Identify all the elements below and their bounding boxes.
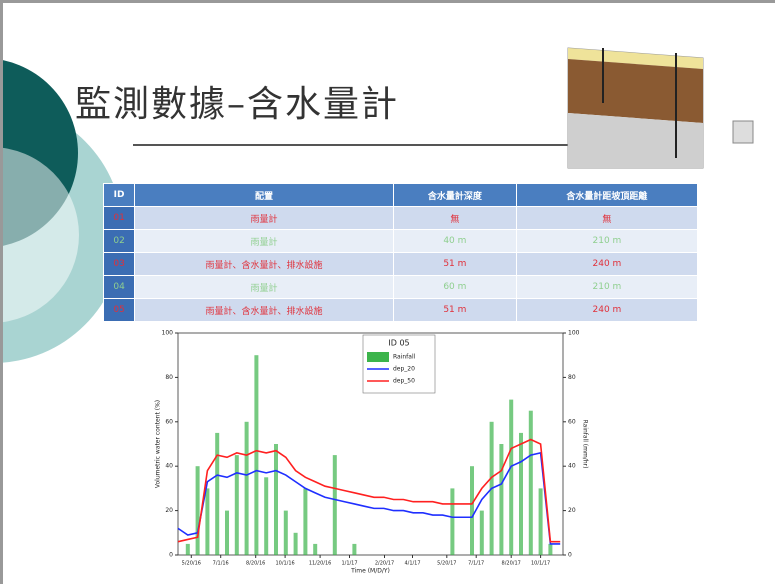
- x-tick-label: 4/1/17: [404, 561, 420, 567]
- y-tick-label: 60: [165, 418, 173, 425]
- y-tick-label: 100: [162, 330, 174, 337]
- rain-bar: [244, 421, 249, 555]
- table-row: 04 雨量計 60 m 210 m: [102, 275, 699, 299]
- series-line: [177, 451, 561, 545]
- site-diagram: [567, 47, 754, 169]
- bg-circle: [3, 147, 79, 323]
- legend-box: [362, 334, 436, 394]
- rain-bar: [450, 488, 455, 555]
- header-cell: 含水量計距坡頂距離: [515, 183, 699, 207]
- rain-bar: [479, 510, 484, 555]
- plot-frame: [177, 332, 564, 556]
- table-cell: 40 m: [392, 229, 517, 253]
- legend-swatch: [367, 352, 389, 362]
- y2-tick-label: 0: [568, 552, 572, 559]
- table-cell: 無: [515, 206, 699, 230]
- header-cell: 含水量計深度: [392, 183, 517, 207]
- x-tick-label: 5/20/16: [182, 561, 201, 567]
- rain-bar: [283, 510, 288, 555]
- table-cell: 03: [102, 252, 136, 276]
- rain-bar: [509, 399, 514, 555]
- x-tick-label: 7/1/17: [468, 561, 484, 567]
- rain-bar: [332, 455, 337, 555]
- table-header: ID 配置 含水量計深度 含水量計距坡頂距離: [102, 183, 699, 207]
- config-table: ID 配置 含水量計深度 含水量計距坡頂距離 01 雨量計無無 02 雨量計 40 m 210 …: [102, 183, 699, 322]
- rain-bar: [185, 543, 190, 555]
- table-row: 03 雨量計、含水量計、排水設施 51 m 240 m: [102, 252, 699, 276]
- y2-tick-label: 100: [568, 330, 580, 337]
- table-row: 05 雨量計、含水量計、排水設施 51 m 240 m: [102, 298, 699, 322]
- legend-title: ID 05: [388, 339, 409, 348]
- table-cell: 雨量計: [134, 275, 394, 299]
- table-cell: 240 m: [515, 252, 699, 276]
- rain-bar: [293, 532, 298, 555]
- y-axis-label: Volumetric water content (%): [155, 400, 162, 488]
- y2-tick-label: 60: [568, 418, 576, 425]
- rain-bar: [195, 466, 200, 555]
- table-cell: 210 m: [515, 275, 699, 299]
- x-tick-label: 10/1/16: [275, 561, 294, 567]
- rain-bar: [313, 543, 318, 555]
- y-tick-label: 40: [165, 463, 173, 470]
- table-cell: 210 m: [515, 229, 699, 253]
- x-axis-label: Time (M/D/Y): [350, 568, 390, 575]
- legend-label: dep_20: [393, 366, 415, 373]
- table-cell: 雨量計、含水量計、排水設施: [134, 252, 394, 276]
- y-tick-label: 0: [169, 552, 173, 559]
- y-tick-label: 80: [165, 374, 173, 381]
- x-tick-label: 2/20/17: [375, 561, 394, 567]
- rain-bar: [548, 543, 553, 555]
- table-cell: 雨量計: [134, 206, 394, 230]
- x-tick-label: 7/1/16: [213, 561, 229, 567]
- rain-bar: [264, 477, 269, 555]
- rain-bar: [352, 543, 357, 555]
- table-cell: 雨量計、含水量計、排水設施: [134, 298, 394, 322]
- table-row: 01 雨量計無無: [102, 206, 699, 230]
- rain-bar: [274, 444, 278, 555]
- rain-bar: [538, 488, 543, 555]
- table-cell: 02: [102, 229, 136, 253]
- rain-bar: [225, 510, 229, 555]
- x-tick-label: 8/20/16: [246, 561, 265, 567]
- y2-tick-label: 20: [568, 507, 576, 514]
- rain-bar: [254, 355, 259, 555]
- series-line: [177, 438, 561, 543]
- x-tick-label: 10/1/17: [531, 561, 550, 567]
- x-tick-label: 8/20/17: [502, 561, 521, 567]
- table-cell: 05: [102, 298, 136, 322]
- y2-tick-label: 40: [568, 463, 576, 470]
- legend-label: dep_50: [393, 378, 415, 385]
- rain-bar: [234, 455, 239, 555]
- rain-bar: [528, 410, 533, 555]
- rain-bar: [215, 432, 220, 555]
- rain-bar: [499, 444, 504, 555]
- y2-axis-label: Rainfall (mm/hr): [582, 420, 589, 469]
- rain-bar: [470, 466, 474, 555]
- x-tick-label: 11/20/16: [309, 561, 331, 567]
- decor: [3, 47, 754, 363]
- legend-label: Rainfall: [393, 354, 416, 361]
- table-body: 01 雨量計無無 02 雨量計 40 m 210 m 03 雨量計、含水量計、排水設施 51 m…: [102, 206, 699, 322]
- table-cell: 51 m: [392, 298, 517, 322]
- rain-bar: [303, 488, 308, 555]
- table-row: 02 雨量計 40 m 210 m: [102, 229, 699, 253]
- header-cell: ID: [102, 183, 136, 207]
- header-cell: 配置: [134, 183, 394, 207]
- rain-bar: [519, 432, 523, 555]
- table-cell: 雨量計: [134, 229, 394, 253]
- table-cell: 240 m: [515, 298, 699, 322]
- rain-bar: [205, 488, 210, 555]
- table-cell: 04: [102, 275, 136, 299]
- x-tick-label: 5/20/17: [437, 561, 456, 567]
- x-tick-label: 1/1/17: [341, 561, 357, 567]
- table-cell: 01: [102, 206, 136, 230]
- slide-title: 監測數據–含水量計: [75, 84, 400, 125]
- table-cell: 無: [392, 206, 517, 230]
- y2-tick-label: 80: [568, 374, 576, 381]
- chart: 0 20 40 60 80 100 0 20 40 60 80 100 5/20/16 7/1/16 8/2…: [155, 330, 589, 575]
- y-tick-label: 20: [165, 507, 173, 514]
